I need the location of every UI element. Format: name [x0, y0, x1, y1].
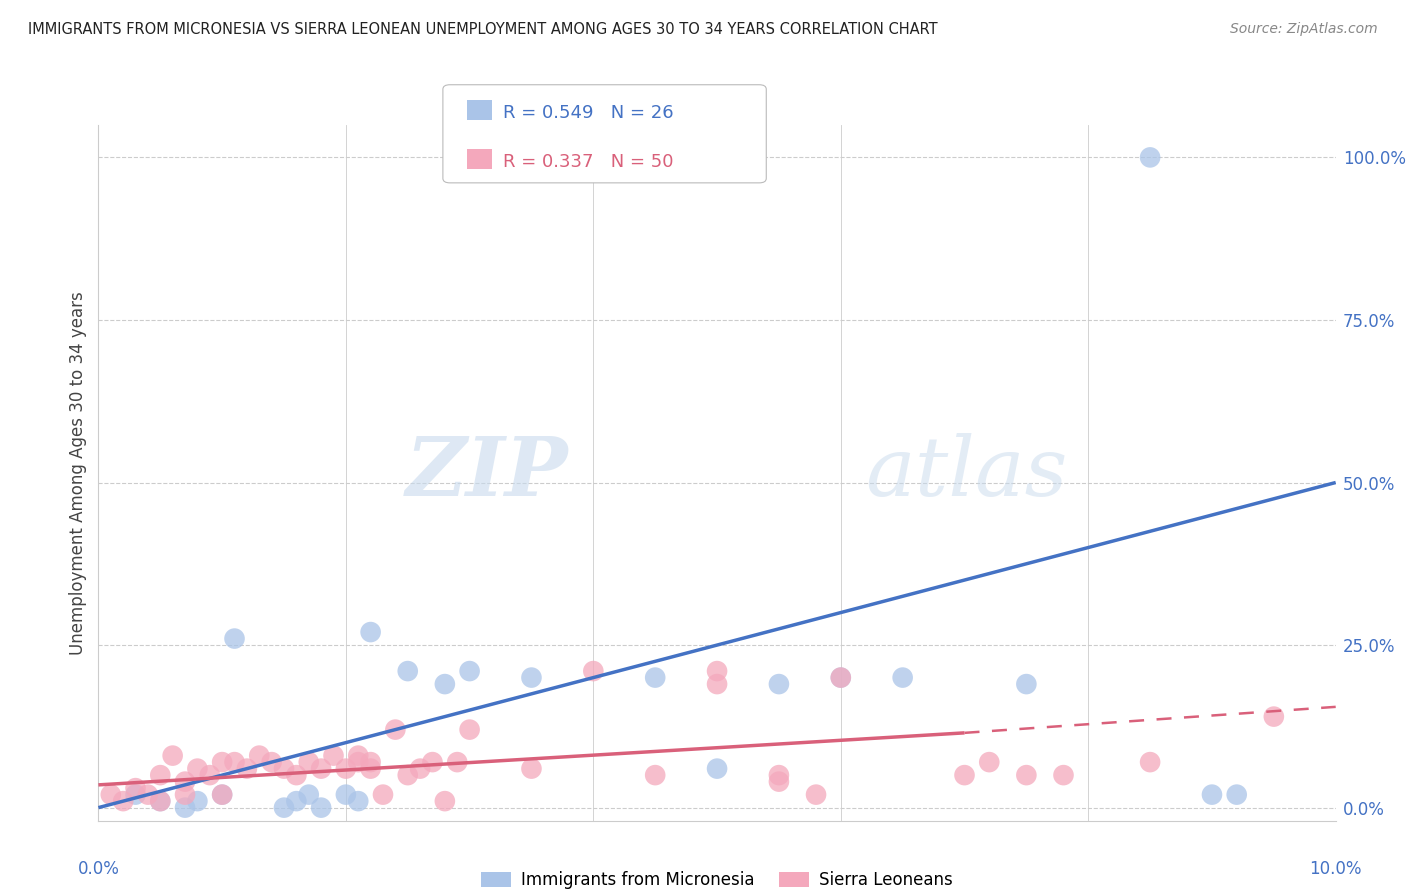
Point [433, 677, 456, 691]
Point [162, 748, 184, 763]
Point [1226, 788, 1249, 802]
Point [520, 671, 543, 685]
Point [322, 748, 344, 763]
Point [979, 755, 1001, 769]
Point [458, 664, 481, 678]
Y-axis label: Unemployment Among Ages 30 to 34 years: Unemployment Among Ages 30 to 34 years [69, 291, 87, 655]
Point [174, 774, 197, 789]
Point [211, 788, 233, 802]
Point [247, 748, 270, 763]
Point [706, 664, 728, 678]
Point [360, 625, 382, 640]
Point [768, 677, 790, 691]
Point [706, 762, 728, 776]
Point [273, 800, 295, 814]
Point [260, 755, 283, 769]
Point [335, 762, 357, 776]
Point [706, 677, 728, 691]
Point [174, 788, 197, 802]
Point [830, 671, 852, 685]
Point [298, 788, 321, 802]
Point [891, 671, 914, 685]
Text: ZIP: ZIP [406, 433, 568, 513]
Point [371, 788, 394, 802]
Point [224, 755, 246, 769]
Point [285, 794, 308, 808]
Point [186, 762, 208, 776]
Point [224, 632, 246, 646]
Point [1015, 768, 1038, 782]
Point [582, 664, 605, 678]
Point [335, 788, 357, 802]
Point [112, 794, 135, 808]
Point [830, 671, 852, 685]
Text: Source: ZipAtlas.com: Source: ZipAtlas.com [1230, 22, 1378, 37]
Point [149, 794, 172, 808]
Point [124, 788, 146, 802]
Point [1052, 768, 1074, 782]
Point [1139, 150, 1161, 164]
Point [446, 755, 468, 769]
Point [422, 755, 444, 769]
Text: 10.0%: 10.0% [1309, 860, 1362, 878]
Point [458, 723, 481, 737]
Point [953, 768, 976, 782]
Point [309, 762, 332, 776]
Point [1015, 677, 1038, 691]
Text: R = 0.549   N = 26: R = 0.549 N = 26 [503, 104, 673, 122]
Point [396, 664, 419, 678]
Point [309, 800, 332, 814]
Point [1139, 755, 1161, 769]
Point [136, 788, 159, 802]
Point [360, 762, 382, 776]
Point [360, 755, 382, 769]
Text: 0.0%: 0.0% [77, 860, 120, 878]
Point [211, 788, 233, 802]
Text: IMMIGRANTS FROM MICRONESIA VS SIERRA LEONEAN UNEMPLOYMENT AMONG AGES 30 TO 34 YE: IMMIGRANTS FROM MICRONESIA VS SIERRA LEO… [28, 22, 938, 37]
Point [174, 800, 197, 814]
Text: R = 0.337   N = 50: R = 0.337 N = 50 [503, 153, 673, 171]
Point [198, 768, 221, 782]
Point [100, 788, 122, 802]
Point [520, 762, 543, 776]
Point [211, 755, 233, 769]
Legend: Immigrants from Micronesia, Sierra Leoneans: Immigrants from Micronesia, Sierra Leone… [474, 864, 960, 892]
Point [768, 768, 790, 782]
Point [409, 762, 432, 776]
Point [285, 768, 308, 782]
Point [644, 671, 666, 685]
Point [768, 774, 790, 789]
Point [396, 768, 419, 782]
Point [804, 788, 827, 802]
Point [644, 768, 666, 782]
Point [347, 794, 370, 808]
Point [1263, 709, 1285, 723]
Point [298, 755, 321, 769]
Point [347, 755, 370, 769]
Point [273, 762, 295, 776]
Point [347, 748, 370, 763]
Point [149, 768, 172, 782]
Point [149, 794, 172, 808]
Text: atlas: atlas [866, 433, 1069, 513]
Point [384, 723, 406, 737]
Point [1201, 788, 1223, 802]
Point [186, 794, 208, 808]
Point [433, 794, 456, 808]
Point [124, 781, 146, 796]
Point [236, 762, 259, 776]
